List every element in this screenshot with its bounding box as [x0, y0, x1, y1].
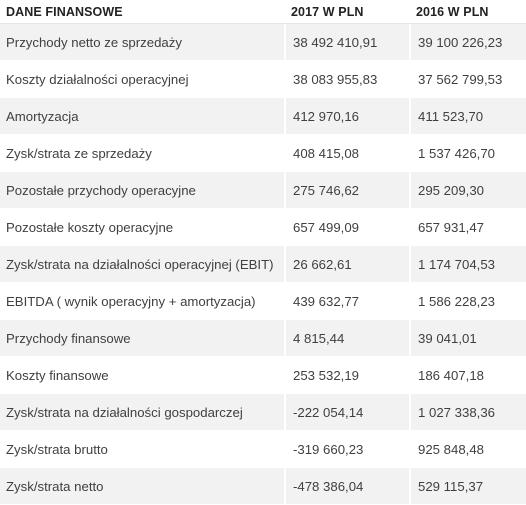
row-label: Pozostałe koszty operacyjne	[0, 209, 286, 246]
column-header-2016: 2016 W PLN	[411, 0, 526, 24]
value-2016: 37 562 799,53	[411, 61, 526, 98]
value-2016: 295 209,30	[411, 172, 526, 209]
column-header-label: DANE FINANSOWE	[0, 0, 286, 24]
value-2016: 1 537 426,70	[411, 135, 526, 172]
value-2017: 26 662,61	[286, 246, 411, 283]
column-header-2017: 2017 W PLN	[286, 0, 411, 24]
value-2016: 186 407,18	[411, 357, 526, 394]
table-row: Zysk/strata brutto -319 660,23 925 848,4…	[0, 431, 526, 468]
table-row: Koszty finansowe 253 532,19 186 407,18	[0, 357, 526, 394]
value-2017: 439 632,77	[286, 283, 411, 320]
row-label: Zysk/strata brutto	[0, 431, 286, 468]
table-header: DANE FINANSOWE 2017 W PLN 2016 W PLN	[0, 0, 526, 24]
table-row: Pozostałe przychody operacyjne 275 746,6…	[0, 172, 526, 209]
value-2017: 4 815,44	[286, 320, 411, 357]
table-row: Zysk/strata na działalności gospodarczej…	[0, 394, 526, 431]
value-2016: 411 523,70	[411, 98, 526, 135]
table-row: Zysk/strata ze sprzedaży 408 415,08 1 53…	[0, 135, 526, 172]
table-row: Zysk/strata na działalności operacyjnej …	[0, 246, 526, 283]
row-label: Zysk/strata netto	[0, 468, 286, 505]
row-label: Amortyzacja	[0, 98, 286, 135]
value-2017: 412 970,16	[286, 98, 411, 135]
table-row: Zysk/strata netto -478 386,04 529 115,37	[0, 468, 526, 505]
row-label: Zysk/strata na działalności operacyjnej …	[0, 246, 286, 283]
row-label: EBITDA ( wynik operacyjny + amortyzacja)	[0, 283, 286, 320]
value-2017: 275 746,62	[286, 172, 411, 209]
value-2016: 529 115,37	[411, 468, 526, 505]
row-label: Zysk/strata na działalności gospodarczej	[0, 394, 286, 431]
value-2016: 1 027 338,36	[411, 394, 526, 431]
value-2016: 39 100 226,23	[411, 24, 526, 61]
table-row: Koszty działalności operacyjnej 38 083 9…	[0, 61, 526, 98]
row-label: Zysk/strata ze sprzedaży	[0, 135, 286, 172]
table-row: Amortyzacja 412 970,16 411 523,70	[0, 98, 526, 135]
value-2016: 925 848,48	[411, 431, 526, 468]
table-row: Przychody finansowe 4 815,44 39 041,01	[0, 320, 526, 357]
value-2017: 253 532,19	[286, 357, 411, 394]
table-row: Pozostałe koszty operacyjne 657 499,09 6…	[0, 209, 526, 246]
table-row: EBITDA ( wynik operacyjny + amortyzacja)…	[0, 283, 526, 320]
value-2017: 408 415,08	[286, 135, 411, 172]
value-2016: 1 174 704,53	[411, 246, 526, 283]
table-row: Przychody netto ze sprzedaży 38 492 410,…	[0, 24, 526, 61]
row-label: Przychody finansowe	[0, 320, 286, 357]
value-2017: -478 386,04	[286, 468, 411, 505]
row-label: Pozostałe przychody operacyjne	[0, 172, 286, 209]
value-2016: 39 041,01	[411, 320, 526, 357]
value-2016: 1 586 228,23	[411, 283, 526, 320]
value-2017: -222 054,14	[286, 394, 411, 431]
row-label: Przychody netto ze sprzedaży	[0, 24, 286, 61]
value-2017: 657 499,09	[286, 209, 411, 246]
table-body: Przychody netto ze sprzedaży 38 492 410,…	[0, 24, 526, 505]
value-2017: 38 083 955,83	[286, 61, 411, 98]
value-2017: -319 660,23	[286, 431, 411, 468]
value-2016: 657 931,47	[411, 209, 526, 246]
row-label: Koszty finansowe	[0, 357, 286, 394]
value-2017: 38 492 410,91	[286, 24, 411, 61]
header-row: DANE FINANSOWE 2017 W PLN 2016 W PLN	[0, 0, 526, 24]
row-label: Koszty działalności operacyjnej	[0, 61, 286, 98]
